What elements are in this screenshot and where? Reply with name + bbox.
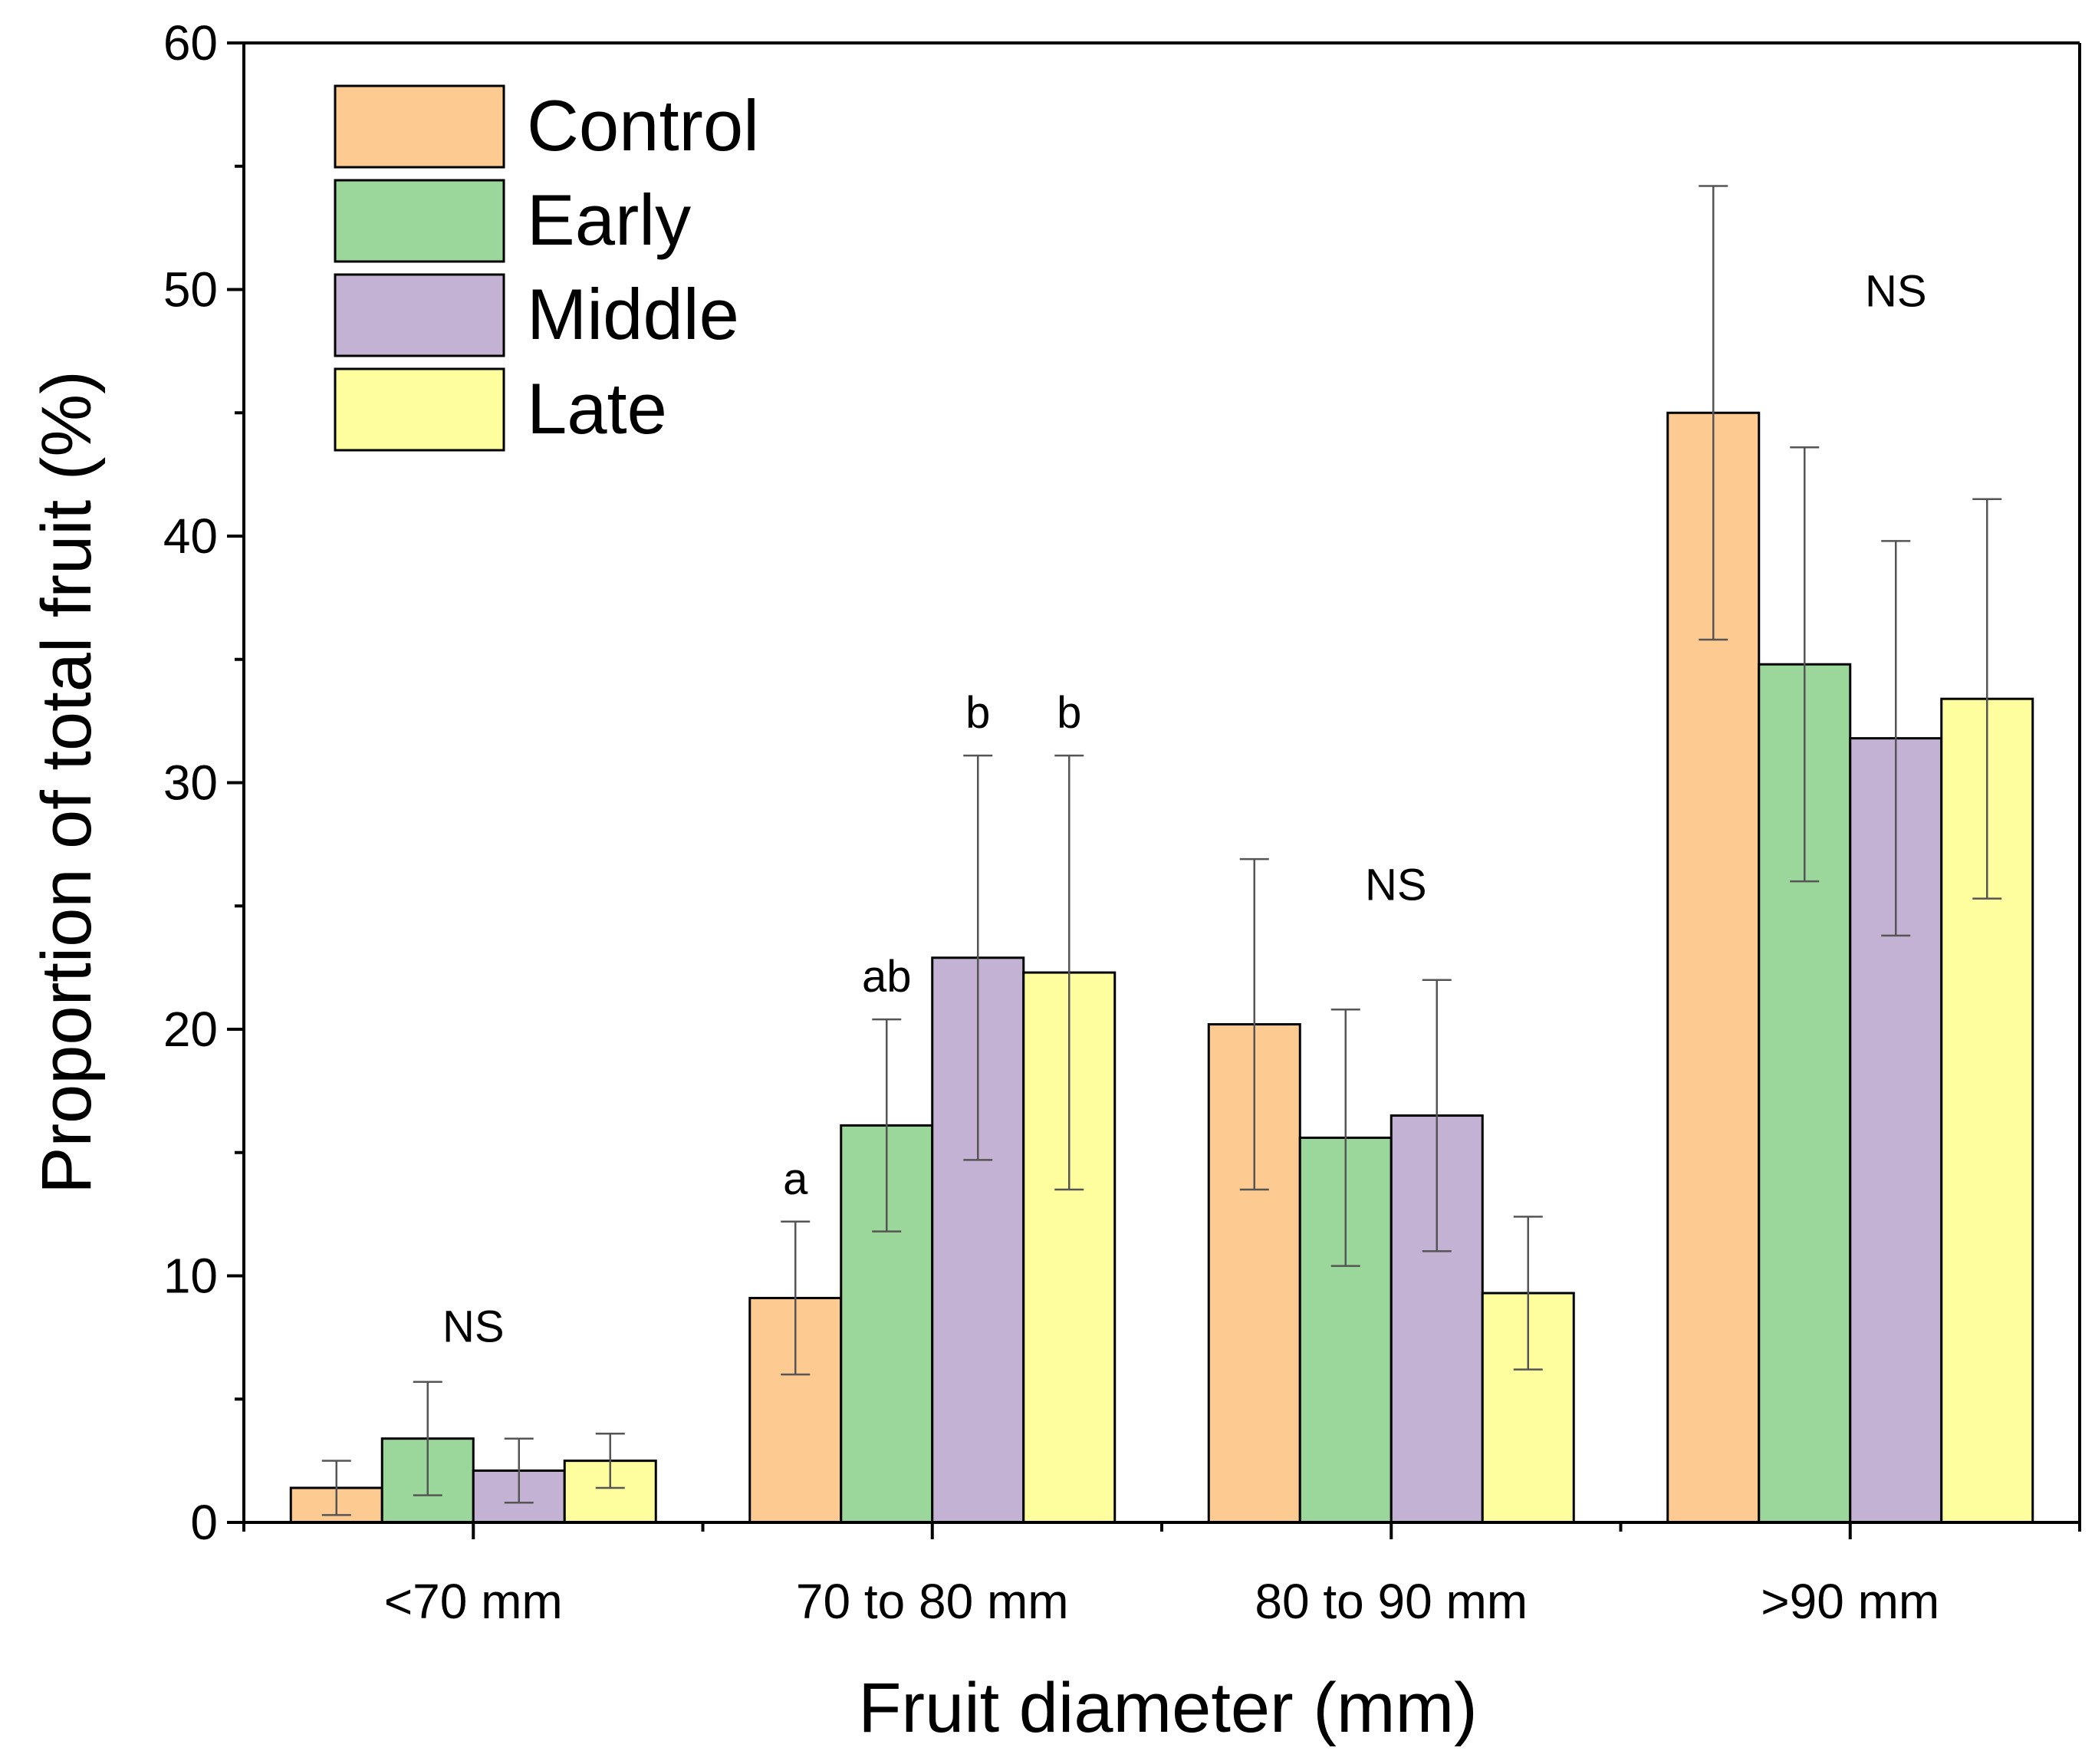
significance-label: NS xyxy=(442,1302,505,1352)
legend-swatch xyxy=(334,367,505,452)
significance-label: NS xyxy=(1365,861,1427,910)
y-tick-label: 20 xyxy=(163,1002,218,1057)
y-tick-label: 40 xyxy=(163,508,218,564)
legend-label: Middle xyxy=(527,274,739,354)
significance-letter: ab xyxy=(862,952,912,1002)
legend-label: Early xyxy=(527,179,691,260)
legend-swatch xyxy=(334,84,505,169)
y-tick-label: 50 xyxy=(163,262,218,318)
x-tick-label: 70 to 80 mm xyxy=(796,1574,1069,1629)
significance-letter: b xyxy=(965,688,990,738)
significance-letter: b xyxy=(1057,688,1081,738)
y-tick-label: 60 xyxy=(163,15,218,71)
axes-layer: 0 10 20 30 40 50 60 <70 mm 70 to 80 mm 80 to 90 m… xyxy=(163,15,2081,1629)
y-tick-label: 30 xyxy=(163,755,218,811)
legend-swatch xyxy=(334,273,505,357)
x-tick-label: >90 mm xyxy=(1761,1574,1939,1629)
y-axis-title: Proportion of total fruit (%) xyxy=(28,370,106,1194)
legend: Control Early Middle Late xyxy=(334,84,759,452)
legend-label: Late xyxy=(527,368,667,449)
y-tick-label: 10 xyxy=(163,1249,218,1304)
significance-label: NS xyxy=(1865,267,1927,317)
x-tick-label: 80 to 90 mm xyxy=(1255,1574,1528,1629)
error-bars-layer xyxy=(321,185,2002,1516)
legend-label: Control xyxy=(527,85,759,166)
significance-letter: a xyxy=(783,1154,808,1204)
annotations-layer: NS NS NS a ab b b xyxy=(442,267,1927,1352)
y-tick-label: 0 xyxy=(190,1495,218,1550)
x-tick-label: <70 mm xyxy=(384,1574,563,1629)
x-axis-title: Fruit diameter (mm) xyxy=(858,1669,1478,1747)
legend-swatch xyxy=(334,179,505,263)
bars-layer xyxy=(289,411,2034,1524)
